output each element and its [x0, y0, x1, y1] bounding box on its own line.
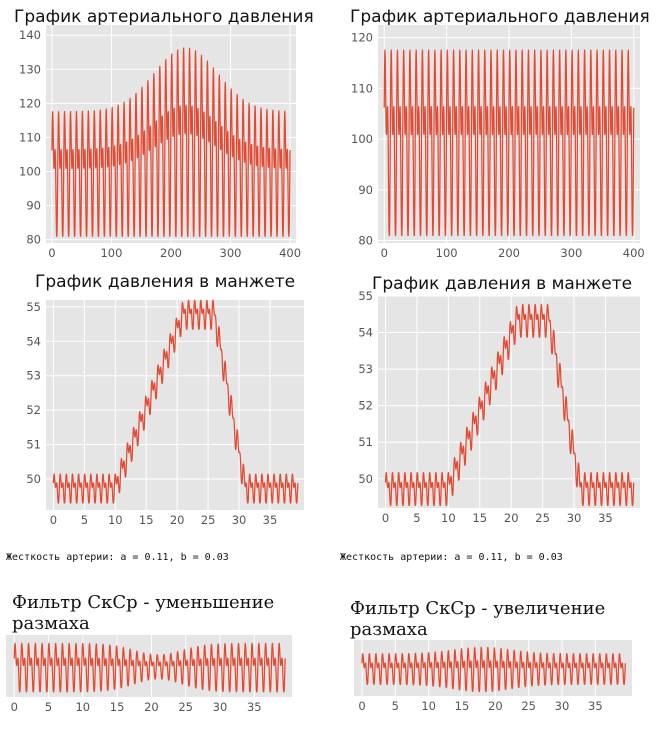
y-tick-label: 52: [26, 403, 41, 417]
filter-title-left-line1: Фильтр СкСр - уменьшение: [12, 592, 275, 613]
x-tick-label: 100: [436, 246, 458, 260]
filter-title-right-line2: размаха: [350, 619, 428, 640]
chart-title: График давления в манжете: [35, 272, 295, 292]
x-tick-label: 0: [50, 513, 57, 527]
series-line: [383, 49, 635, 237]
x-tick-label: 30: [213, 700, 228, 714]
x-tick-label: 400: [623, 246, 645, 260]
y-tick-label: 120: [19, 96, 41, 110]
chart-title: График давления в манжете: [372, 274, 632, 294]
chart-title: График артериального давления: [14, 7, 314, 27]
y-tick-label: 80: [26, 233, 41, 247]
x-tick-label: 0: [358, 699, 365, 713]
x-tick-label: 20: [170, 513, 185, 527]
x-tick-label: 35: [588, 699, 603, 713]
x-tick-label: 30: [232, 513, 247, 527]
chart-cuff-right-svg: График давления в манжете 0 5 10 15 20 25 30 35 5…: [358, 274, 640, 525]
y-tick-label: 52: [358, 399, 373, 413]
stiffness-note-right: Жесткость артерии: a = 0.11, b = 0.03: [340, 552, 563, 563]
x-tick-label: 5: [81, 513, 88, 527]
y-tick-label: 100: [19, 164, 41, 178]
x-tick-label: 5: [413, 511, 420, 525]
chart-cuff-left: График давления в манжете 0 5 10 15 20 25 30 35 5…: [0, 268, 330, 538]
x-tick-label: 10: [421, 699, 436, 713]
x-tick-label: 15: [472, 511, 487, 525]
x-tick-label: 5: [45, 700, 52, 714]
x-tick-label: 200: [160, 246, 182, 260]
x-tick-label: 10: [108, 513, 123, 527]
chart-filter-right-svg: 0 5 10 15 20 25 30 35: [354, 640, 632, 713]
chart-cuff-right: График давления в манжете 0 5 10 15 20 25 30 35 5…: [336, 268, 664, 538]
x-tick-label: 5: [392, 699, 399, 713]
chart-arterial-left-svg: График артериального давления 0 100 200 300 4…: [14, 7, 314, 260]
chart-filter-left-svg: 0 5 10 15 20 25 30 35: [6, 635, 292, 714]
series-line: [361, 646, 626, 693]
x-tick-label: 15: [139, 513, 154, 527]
filter-title-left-line2: размаха: [12, 613, 90, 634]
x-tick-label: 15: [455, 699, 470, 713]
x-tick-label: 20: [144, 700, 159, 714]
series-line: [13, 642, 286, 693]
x-tick-label: 0: [48, 246, 55, 260]
y-tick-label: 50: [358, 472, 373, 486]
chart-arterial-left: График артериального давления 0 100 200 300 4…: [0, 0, 340, 270]
x-tick-label: 400: [279, 246, 301, 260]
y-tick-label: 54: [358, 326, 373, 340]
filter-title-left: Фильтр СкСр - уменьшение размаха: [12, 592, 274, 634]
filter-title-right-line1: Фильтр СкСр - увеличение: [350, 598, 606, 619]
x-tick-label: 15: [110, 700, 125, 714]
plot-background: [378, 296, 640, 508]
x-tick-label: 10: [75, 700, 90, 714]
chart-filter-left: 0 5 10 15 20 25 30 35: [0, 632, 310, 742]
x-tick-label: 25: [201, 513, 216, 527]
x-tick-label: 30: [555, 699, 570, 713]
y-tick-label: 51: [26, 438, 41, 452]
y-tick-label: 50: [26, 472, 41, 486]
y-tick-label: 130: [19, 62, 41, 76]
y-tick-label: 100: [351, 132, 373, 146]
x-tick-label: 100: [100, 246, 122, 260]
x-tick-label: 35: [263, 513, 278, 527]
x-tick-label: 0: [11, 700, 18, 714]
x-tick-label: 300: [560, 246, 582, 260]
y-tick-label: 90: [26, 199, 41, 213]
y-tick-label: 55: [26, 300, 41, 314]
x-tick-label: 25: [521, 699, 536, 713]
chart-title: График артериального давления: [350, 7, 650, 27]
x-tick-label: 0: [381, 246, 388, 260]
chart-cuff-left-svg: График давления в манжете 0 5 10 15 20 25 30 35 5…: [26, 272, 304, 527]
series-line: [51, 47, 291, 237]
y-tick-label: 120: [351, 31, 373, 45]
y-tick-label: 54: [26, 334, 41, 348]
chart-arterial-right-svg: График артериального давления 0 100 200 300 4…: [350, 7, 650, 260]
chart-arterial-right: График артериального давления 0 100 200 300 4…: [336, 0, 664, 270]
x-tick-label: 20: [504, 511, 519, 525]
y-tick-label: 140: [19, 28, 41, 42]
x-tick-label: 25: [535, 511, 550, 525]
y-tick-label: 80: [358, 233, 373, 247]
x-tick-label: 25: [178, 700, 193, 714]
x-tick-label: 0: [382, 511, 389, 525]
x-tick-label: 10: [441, 511, 456, 525]
filter-title-right: Фильтр СкСр - увеличение размаха: [350, 598, 605, 640]
chart-filter-right: 0 5 10 15 20 25 30 35: [336, 632, 664, 742]
y-tick-label: 55: [358, 289, 373, 303]
y-tick-label: 53: [358, 362, 373, 376]
y-tick-label: 51: [358, 435, 373, 449]
series-line: [52, 299, 299, 504]
y-tick-label: 110: [351, 81, 373, 95]
x-tick-label: 300: [220, 246, 242, 260]
y-tick-label: 53: [26, 369, 41, 383]
y-tick-label: 110: [19, 130, 41, 144]
y-tick-label: 90: [358, 183, 373, 197]
x-tick-label: 30: [567, 511, 582, 525]
x-tick-label: 200: [498, 246, 520, 260]
series-line: [384, 303, 635, 507]
x-tick-label: 35: [247, 700, 262, 714]
stiffness-note-left: Жесткость артерии: a = 0.11, b = 0.03: [6, 552, 229, 563]
x-tick-label: 35: [598, 511, 613, 525]
x-tick-label: 20: [488, 699, 503, 713]
